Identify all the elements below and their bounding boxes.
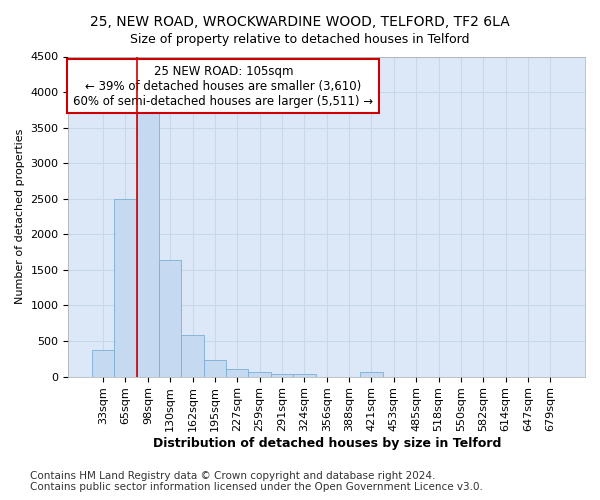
- Text: Size of property relative to detached houses in Telford: Size of property relative to detached ho…: [130, 32, 470, 46]
- Bar: [226, 369, 248, 376]
- Bar: [360, 372, 383, 376]
- Bar: [114, 199, 137, 376]
- Y-axis label: Number of detached properties: Number of detached properties: [15, 129, 25, 304]
- Text: 25 NEW ROAD: 105sqm
← 39% of detached houses are smaller (3,610)
60% of semi-det: 25 NEW ROAD: 105sqm ← 39% of detached ho…: [73, 64, 373, 108]
- Bar: [181, 334, 204, 376]
- Bar: [159, 260, 181, 376]
- Bar: [92, 350, 114, 376]
- Text: Contains HM Land Registry data © Crown copyright and database right 2024.
Contai: Contains HM Land Registry data © Crown c…: [30, 471, 483, 492]
- Bar: [271, 374, 293, 376]
- Bar: [293, 374, 316, 376]
- Text: 25, NEW ROAD, WROCKWARDINE WOOD, TELFORD, TF2 6LA: 25, NEW ROAD, WROCKWARDINE WOOD, TELFORD…: [90, 15, 510, 29]
- Bar: [137, 110, 159, 376]
- Bar: [204, 360, 226, 376]
- Bar: [248, 372, 271, 376]
- X-axis label: Distribution of detached houses by size in Telford: Distribution of detached houses by size …: [152, 437, 501, 450]
